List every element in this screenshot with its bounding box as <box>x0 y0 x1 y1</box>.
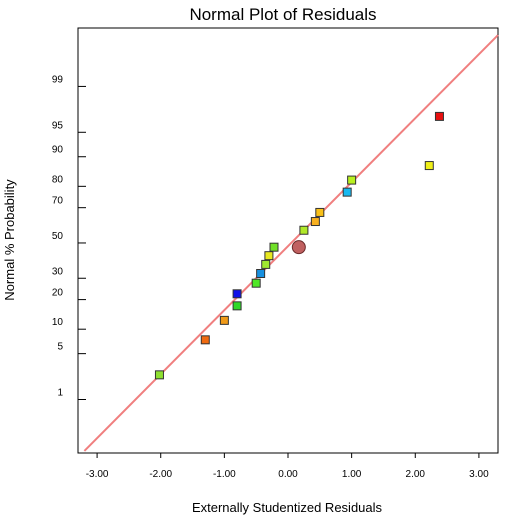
y-tick-label: 10 <box>52 317 64 328</box>
data-point <box>299 225 309 235</box>
data-point <box>424 161 434 171</box>
x-tick-label: 0.00 <box>278 469 298 480</box>
reference-line-group <box>83 34 499 452</box>
y-tick-label: 99 <box>52 74 64 85</box>
data-point <box>264 251 274 261</box>
y-tick-label: 1 <box>57 388 63 399</box>
y-tick-label: 30 <box>52 266 64 277</box>
data-point <box>200 335 210 345</box>
data-point-circle <box>291 240 306 255</box>
data-point <box>342 187 352 197</box>
data-point <box>256 268 266 278</box>
data-point <box>154 370 164 380</box>
chart-title: Normal Plot of Residuals <box>189 5 376 24</box>
data-point <box>310 217 320 227</box>
data-point <box>315 207 325 217</box>
x-tick-label: 1.00 <box>342 469 362 480</box>
data-point <box>347 175 357 185</box>
y-axis-label: Normal % Probability <box>2 179 17 301</box>
reference-line <box>83 34 499 452</box>
y-tick-label: 90 <box>52 145 64 156</box>
data-point <box>232 301 242 311</box>
data-point <box>251 278 261 288</box>
y-tick-label: 80 <box>52 174 64 185</box>
y-tick-label: 95 <box>52 120 64 131</box>
data-point <box>232 289 242 299</box>
data-point <box>434 111 444 121</box>
x-axis-label: Externally Studentized Residuals <box>192 500 383 515</box>
y-tick-label: 5 <box>57 342 63 353</box>
x-tick-label: -3.00 <box>86 469 109 480</box>
x-tick-label: 3.00 <box>469 469 489 480</box>
plot-frame <box>77 27 499 454</box>
data-point <box>269 242 279 252</box>
y-tick-label: 20 <box>52 288 64 299</box>
y-axis: 1 5 10 20 30 50 70 80 90 95 99 <box>52 74 86 401</box>
data-points <box>154 111 444 380</box>
x-tick-label: 2.00 <box>406 469 426 480</box>
x-axis: -3.00 -2.00 -1.00 0.00 1.00 2.00 3.00 <box>86 453 489 480</box>
y-tick-label: 70 <box>52 196 64 207</box>
data-point <box>219 315 229 325</box>
data-point <box>261 259 271 269</box>
y-tick-label: 50 <box>52 231 64 242</box>
x-tick-label: -2.00 <box>149 469 172 480</box>
x-tick-label: -1.00 <box>213 469 236 480</box>
